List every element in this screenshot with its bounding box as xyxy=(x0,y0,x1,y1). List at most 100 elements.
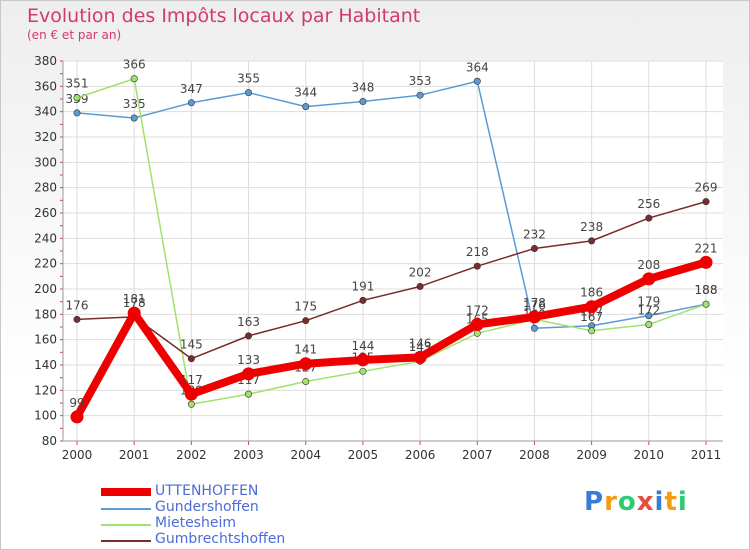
data-point-uttenhoffen xyxy=(699,255,713,269)
data-point-mietesheim xyxy=(473,329,481,337)
data-point-uttenhoffen xyxy=(413,350,427,364)
data-point-uttenhoffen xyxy=(299,357,313,371)
legend-swatch-gundershoffen xyxy=(101,508,151,510)
data-point-gumbrechtshoffen xyxy=(588,237,596,245)
data-label-uttenhoffen: 186 xyxy=(580,286,603,300)
y-tick-label: 360 xyxy=(34,79,57,93)
data-label-gumbrechtshoffen: 145 xyxy=(180,338,203,352)
data-label-gumbrechtshoffen: 163 xyxy=(237,315,260,329)
data-point-uttenhoffen xyxy=(585,300,599,314)
y-tick-label: 120 xyxy=(34,383,57,397)
data-point-gumbrechtshoffen xyxy=(245,332,253,340)
data-point-gumbrechtshoffen xyxy=(416,282,424,290)
x-tick-label: 2010 xyxy=(634,448,665,462)
chart-subtitle: (en € et par an) xyxy=(27,28,122,42)
data-point-mietesheim xyxy=(588,327,596,335)
data-point-uttenhoffen xyxy=(127,306,141,320)
data-label-uttenhoffen: 208 xyxy=(637,258,660,272)
data-label-gundershoffen: 347 xyxy=(180,82,203,96)
data-label-uttenhoffen: 144 xyxy=(351,339,374,353)
data-label-uttenhoffen: 181 xyxy=(123,292,146,306)
y-tick-label: 260 xyxy=(34,206,57,220)
data-label-uttenhoffen: 117 xyxy=(180,373,203,387)
data-label-gumbrechtshoffen: 176 xyxy=(66,298,89,312)
data-point-mietesheim xyxy=(302,377,310,385)
data-point-gumbrechtshoffen xyxy=(530,244,538,252)
logo-letter: i xyxy=(677,487,688,517)
data-point-mietesheim xyxy=(187,400,195,408)
x-tick-label: 2008 xyxy=(519,448,550,462)
logo-letter: i xyxy=(654,487,665,517)
data-point-mietesheim xyxy=(645,320,653,328)
data-point-gumbrechtshoffen xyxy=(187,355,195,363)
x-tick-label: 2006 xyxy=(405,448,436,462)
data-point-gundershoffen xyxy=(473,77,481,85)
data-point-mietesheim xyxy=(359,367,367,375)
data-point-gundershoffen xyxy=(130,114,138,122)
y-tick-label: 320 xyxy=(34,130,57,144)
logo-letter: r xyxy=(604,487,618,517)
data-label-uttenhoffen: 99 xyxy=(69,396,84,410)
y-tick-label: 340 xyxy=(34,105,57,119)
data-label-gumbrechtshoffen: 178 xyxy=(123,296,146,310)
data-point-gundershoffen xyxy=(645,312,653,320)
data-label-gumbrechtshoffen: 232 xyxy=(523,227,546,241)
legend-swatch-uttenhoffen xyxy=(101,488,151,496)
x-tick-label: 2002 xyxy=(176,448,207,462)
y-tick-label: 180 xyxy=(34,307,57,321)
data-point-uttenhoffen xyxy=(527,310,541,324)
x-tick-label: 2003 xyxy=(233,448,264,462)
data-point-gumbrechtshoffen xyxy=(302,317,310,325)
data-point-gundershoffen xyxy=(73,109,81,117)
logo-letter: x xyxy=(636,487,655,517)
x-tick-label: 2004 xyxy=(290,448,321,462)
y-tick-label: 300 xyxy=(34,155,57,169)
x-tick-label: 2011 xyxy=(691,448,722,462)
logo-letter: P xyxy=(584,487,605,517)
data-label-gumbrechtshoffen: 256 xyxy=(637,197,660,211)
data-point-mietesheim xyxy=(73,94,81,102)
data-label-mietesheim: 176 xyxy=(523,298,546,312)
data-point-gundershoffen xyxy=(530,324,538,332)
data-label-mietesheim: 366 xyxy=(123,58,146,72)
data-label-gumbrechtshoffen: 202 xyxy=(409,265,432,279)
y-tick-label: 200 xyxy=(34,282,57,296)
data-point-mietesheim xyxy=(702,300,710,308)
data-point-gumbrechtshoffen xyxy=(73,315,81,323)
y-tick-label: 140 xyxy=(34,358,57,372)
data-label-uttenhoffen: 178 xyxy=(523,296,546,310)
data-point-mietesheim xyxy=(130,75,138,83)
series-line-gundershoffen xyxy=(76,80,707,330)
data-point-gumbrechtshoffen xyxy=(473,262,481,270)
y-tick-label: 160 xyxy=(34,333,57,347)
data-point-gumbrechtshoffen xyxy=(359,296,367,304)
data-label-gumbrechtshoffen: 175 xyxy=(294,300,317,314)
proxiti-logo: Proxiti xyxy=(584,487,688,517)
data-point-gundershoffen xyxy=(416,91,424,99)
legend-label: Gumbrechtshoffen xyxy=(155,531,286,547)
data-label-gundershoffen: 353 xyxy=(409,74,432,88)
data-point-gumbrechtshoffen xyxy=(645,214,653,222)
data-label-uttenhoffen: 172 xyxy=(466,303,489,317)
legend-label: UTTENHOFFEN xyxy=(155,483,259,499)
chart-title: Evolution des Impôts locaux par Habitant xyxy=(27,5,421,27)
data-label-gundershoffen: 188 xyxy=(695,283,718,297)
data-label-gumbrechtshoffen: 191 xyxy=(351,279,374,293)
series-line-uttenhoffen xyxy=(73,258,710,421)
y-tick-label: 280 xyxy=(34,181,57,195)
data-point-mietesheim xyxy=(245,390,253,398)
data-label-mietesheim: 172 xyxy=(637,303,660,317)
y-tick-label: 220 xyxy=(34,257,57,271)
legend-label: Mietesheim xyxy=(155,515,236,531)
data-label-gumbrechtshoffen: 269 xyxy=(695,181,718,195)
data-point-gundershoffen xyxy=(245,89,253,97)
data-label-mietesheim: 351 xyxy=(66,77,89,91)
data-label-uttenhoffen: 221 xyxy=(695,241,718,255)
series-line-mietesheim xyxy=(76,77,707,406)
data-label-gumbrechtshoffen: 238 xyxy=(580,220,603,234)
x-tick-label: 2007 xyxy=(462,448,493,462)
plot-area xyxy=(63,61,723,441)
data-point-gundershoffen xyxy=(302,103,310,111)
line-chart: 80 100 120 140 160 180 200 220 240 260 280 300 320 34… xyxy=(34,54,723,462)
